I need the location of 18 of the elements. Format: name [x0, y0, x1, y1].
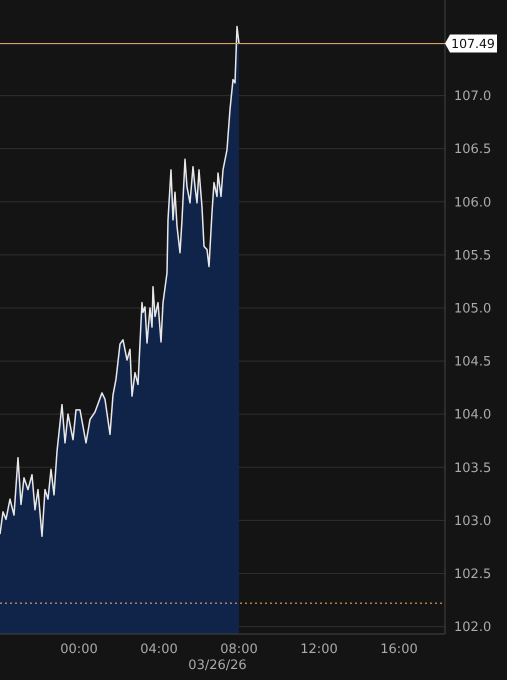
y-tick-label: 107.0 — [454, 89, 492, 104]
y-tick-label: 102.0 — [454, 620, 492, 636]
x-tick-label: 16:00 — [380, 642, 418, 657]
text: 03/26/26 — [188, 658, 247, 673]
y-tick-label: 104.0 — [454, 408, 492, 423]
y-tick-label: 104.5 — [454, 354, 492, 370]
y-tick-label: 103.0 — [454, 514, 492, 529]
x-tick-label: 00:00 — [60, 642, 98, 657]
x-tick-label: 12:00 — [300, 642, 338, 657]
y-tick-label: 106.5 — [454, 142, 492, 158]
x-tick-label: 04:00 — [140, 642, 178, 657]
ref-line-label: 107.49 — [451, 36, 495, 52]
y-tick-label: 105.5 — [454, 248, 492, 264]
y-tick-label: 106.0 — [454, 195, 492, 210]
y-tick-label: 105.0 — [454, 301, 492, 316]
x-tick-label: 08:00 — [220, 642, 258, 657]
y-tick-label: 102.5 — [454, 566, 492, 582]
y-tick-label: 103.5 — [454, 460, 492, 476]
